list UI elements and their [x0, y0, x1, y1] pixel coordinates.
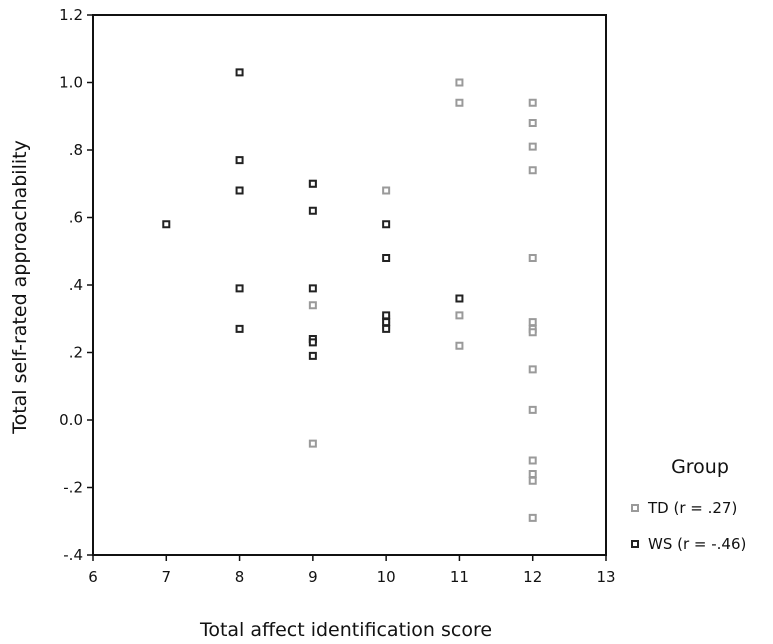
- y-tick-label: .8: [69, 141, 83, 159]
- data-point-series-1: [235, 284, 244, 293]
- data-point-series-0: [528, 405, 537, 414]
- data-point-series-0: [382, 186, 391, 195]
- data-point-series-0: [455, 98, 464, 107]
- x-tick-label: 9: [308, 568, 318, 586]
- data-point-series-0: [528, 119, 537, 127]
- data-point-series-0: [528, 456, 537, 465]
- data-point-series-0: [308, 439, 317, 448]
- data-point-series-0: [528, 142, 537, 151]
- x-tick-label: 10: [377, 568, 396, 586]
- data-point-series-0: [455, 78, 464, 87]
- legend: Group TD (r = .27) WS (r = -.46): [631, 456, 746, 553]
- data-point-series-0: [528, 470, 537, 478]
- data-point-series-0: [455, 311, 464, 320]
- data-point-series-1: [308, 351, 317, 360]
- data-point-series-1: [235, 324, 244, 333]
- data-point-series-0: [528, 318, 537, 327]
- data-point-series-1: [382, 324, 391, 333]
- data-point-series-0: [528, 98, 537, 107]
- y-tick-label: .2: [69, 344, 83, 362]
- data-point-series-1: [308, 179, 317, 188]
- data-point-series-1: [455, 294, 464, 303]
- data-point-series-1: [382, 311, 391, 320]
- data-point-series-0: [528, 254, 537, 262]
- y-tick-label: 1.0: [59, 74, 83, 92]
- x-axis-label: Total affect identification score: [199, 619, 492, 641]
- data-point-series-1: [308, 338, 317, 347]
- y-axis-label: Total self-rated approachability: [9, 140, 31, 435]
- y-tick-label: 1.2: [59, 6, 83, 24]
- x-tick-label: 7: [162, 568, 172, 586]
- legend-label-0: TD (r = .27): [647, 499, 737, 517]
- y-tick-label: 0.0: [59, 411, 83, 429]
- data-point-series-0: [528, 476, 537, 485]
- x-tick-label: 12: [523, 568, 542, 586]
- data-point-series-1: [235, 156, 244, 165]
- data-point-series-1: [235, 68, 244, 77]
- x-tick-label: 8: [235, 568, 245, 586]
- points-layer: [162, 68, 537, 522]
- data-point-series-0: [528, 166, 537, 175]
- data-point-series-0: [528, 328, 537, 337]
- data-point-series-1: [308, 206, 317, 215]
- y-tick-label: -.2: [63, 479, 83, 497]
- y-tick-label: .4: [69, 276, 83, 294]
- y-tick-label: -.4: [63, 546, 83, 564]
- data-point-series-0: [528, 513, 537, 522]
- y-tick-label: .6: [69, 209, 83, 227]
- data-point-series-0: [528, 365, 537, 374]
- data-point-series-1: [382, 220, 391, 229]
- data-point-series-1: [162, 220, 171, 229]
- data-point-series-1: [382, 254, 391, 262]
- tick-layer: 6 7 8 9 10 11 12 13 -.4 -.2 0.0 .2 .4 .6 .8 1.0 1.2: [59, 6, 615, 586]
- legend-title: Group: [671, 456, 729, 478]
- data-point-series-0: [308, 301, 317, 310]
- legend-label-1: WS (r = -.46): [648, 535, 746, 553]
- x-tick-label: 11: [450, 568, 469, 586]
- legend-marker-1: [631, 540, 639, 548]
- x-tick-label: 13: [596, 568, 615, 586]
- data-point-series-1: [308, 284, 317, 293]
- x-tick-label: 6: [88, 568, 98, 586]
- data-point-series-1: [382, 318, 391, 327]
- data-point-series-0: [455, 341, 464, 350]
- legend-marker-0: [631, 504, 639, 512]
- data-point-series-1: [235, 186, 244, 195]
